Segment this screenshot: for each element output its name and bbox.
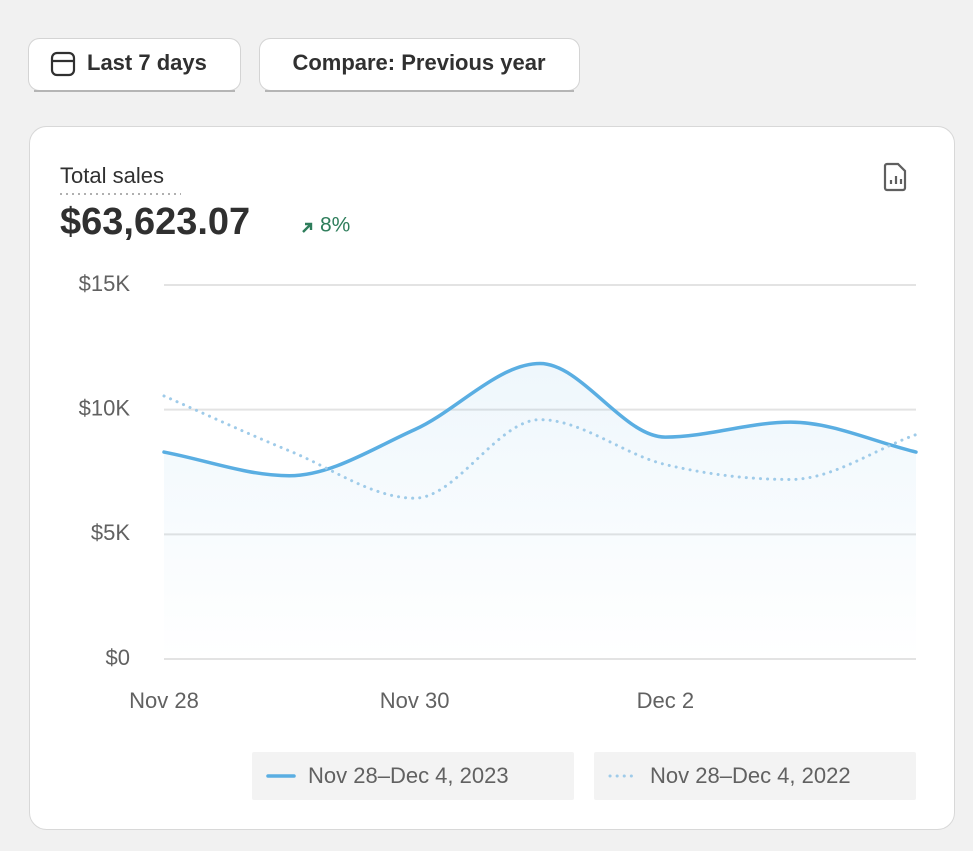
legend-item[interactable]	[252, 752, 574, 800]
button-label: Last 7 days	[87, 50, 207, 75]
calendar-icon	[50, 51, 76, 77]
x-tick-label: Nov 30	[380, 688, 450, 713]
compare-button[interactable]: Compare: Previous year	[259, 38, 580, 92]
y-tick-label: $10K	[79, 395, 131, 420]
legend-label: Nov 28–Dec 4, 2023	[308, 763, 509, 788]
series-line	[162, 361, 918, 478]
x-tick-label: Dec 2	[637, 688, 694, 713]
metric-title: Total sales	[60, 163, 164, 188]
legend-label: Nov 28–Dec 4, 2022	[650, 763, 851, 788]
trend-up-icon	[302, 222, 313, 233]
date-range-button[interactable]: Last 7 days	[28, 38, 241, 92]
series-area	[164, 363, 916, 659]
x-tick-label: Nov 28	[129, 688, 199, 713]
y-tick-label: $0	[106, 645, 130, 670]
metric-change: 8%	[320, 214, 350, 237]
y-tick-label: $5K	[91, 520, 130, 545]
report-icon[interactable]	[883, 162, 907, 192]
metric-total: $63,623.07	[60, 201, 250, 243]
y-tick-label: $15K	[79, 271, 131, 296]
button-label: Compare: Previous year	[292, 50, 546, 75]
legend-item[interactable]	[594, 752, 916, 800]
